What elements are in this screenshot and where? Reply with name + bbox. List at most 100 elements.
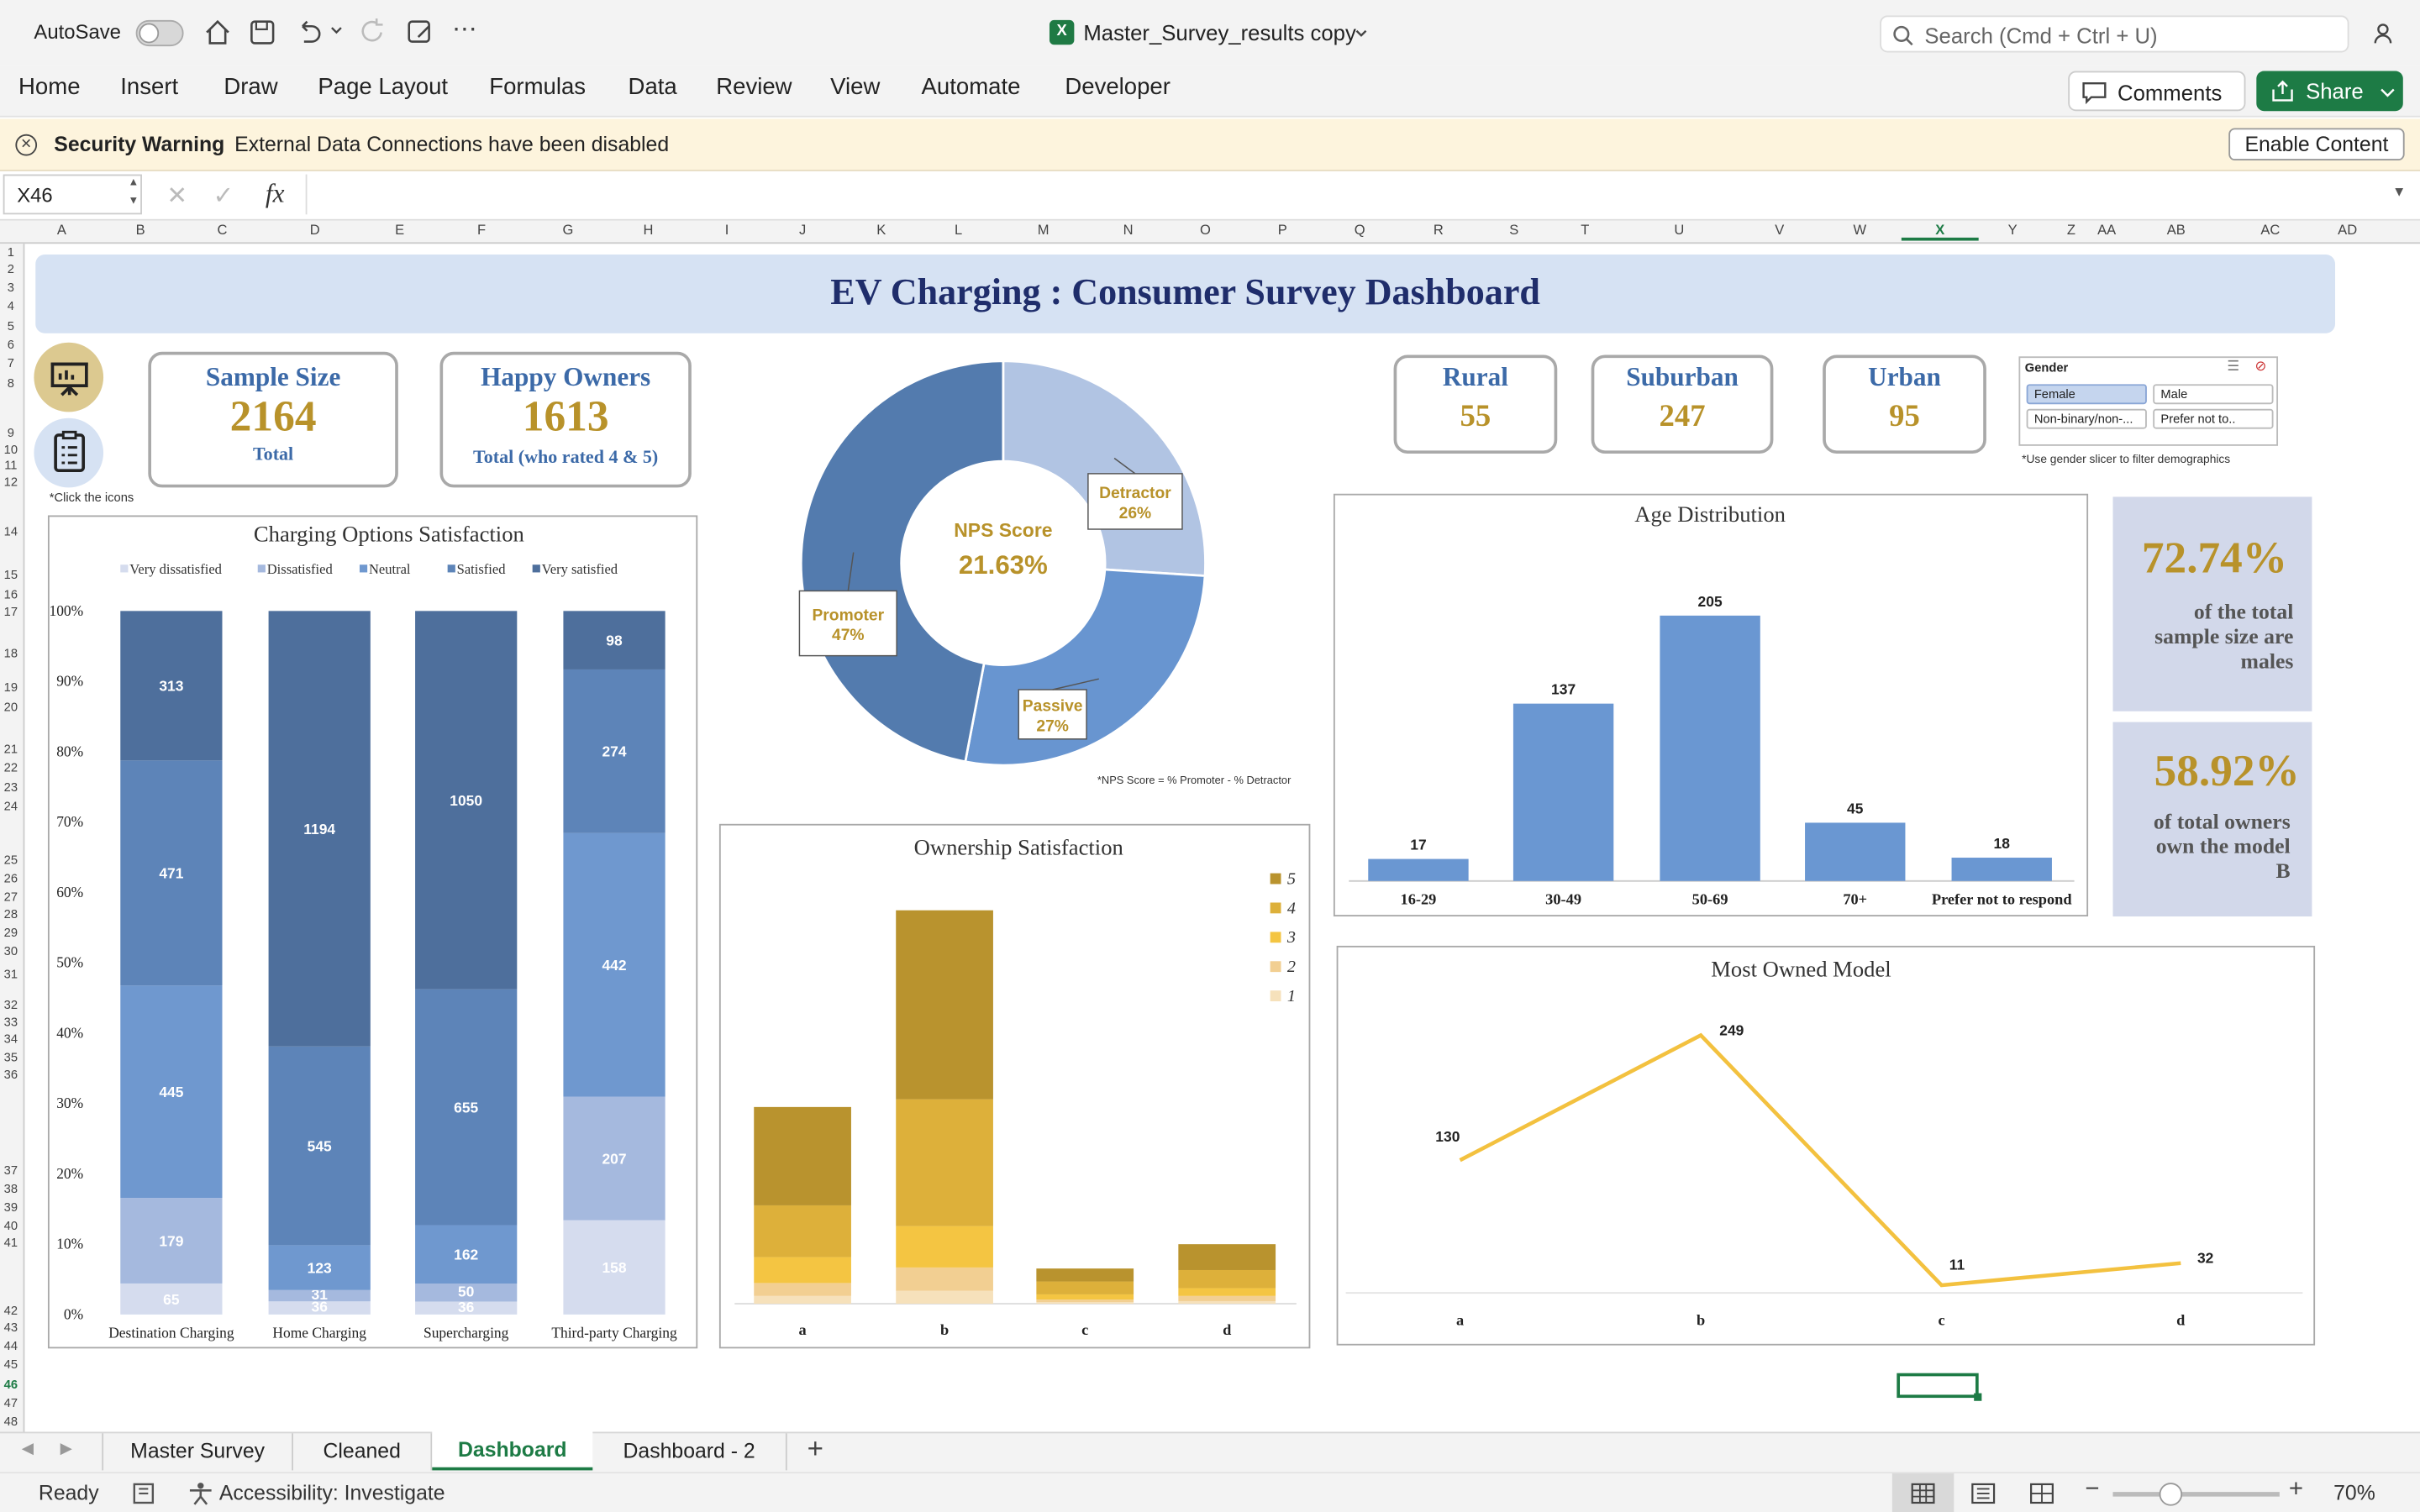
- row-header-32[interactable]: 32: [3, 998, 18, 1012]
- row-header-34[interactable]: 34: [3, 1032, 18, 1047]
- macro-record-icon[interactable]: [133, 1481, 160, 1505]
- row-header-7[interactable]: 7: [7, 356, 14, 370]
- row-header-14[interactable]: 14: [3, 524, 18, 539]
- name-box[interactable]: X46 ▲ ▼: [3, 174, 142, 215]
- slicer-item-female[interactable]: Female: [2026, 384, 2147, 405]
- normal-view-button[interactable]: [1891, 1473, 1954, 1512]
- row-header-46[interactable]: 46: [3, 1378, 18, 1392]
- column-header-n[interactable]: N: [1123, 222, 1134, 238]
- tab-data[interactable]: Data: [628, 74, 677, 101]
- comments-button[interactable]: Comments: [2068, 71, 2246, 112]
- row-header-16[interactable]: 16: [3, 587, 18, 602]
- fx-icon[interactable]: fx: [265, 179, 285, 208]
- row-header-43[interactable]: 43: [3, 1320, 18, 1335]
- slicer-item-prefer-not[interactable]: Prefer not to..: [2153, 408, 2274, 429]
- chevron-down-icon[interactable]: [1354, 26, 1369, 41]
- row-header-25[interactable]: 25: [3, 853, 18, 868]
- column-header-m[interactable]: M: [1037, 222, 1050, 238]
- column-header-i[interactable]: I: [724, 222, 729, 238]
- row-header-41[interactable]: 41: [3, 1236, 18, 1250]
- row-header-45[interactable]: 45: [3, 1357, 18, 1372]
- row-header-10[interactable]: 10: [3, 443, 18, 457]
- row-header-33[interactable]: 33: [3, 1015, 18, 1030]
- sheet-tab-master-survey[interactable]: Master Survey: [102, 1433, 293, 1471]
- save-icon[interactable]: [247, 17, 278, 48]
- column-header-c[interactable]: C: [217, 222, 228, 238]
- column-header-ac[interactable]: AC: [2260, 222, 2281, 238]
- row-header-19[interactable]: 19: [3, 680, 18, 695]
- column-header-ad[interactable]: AD: [2338, 222, 2358, 238]
- row-header-17[interactable]: 17: [3, 605, 18, 619]
- row-header-4[interactable]: 4: [7, 299, 14, 313]
- tab-developer[interactable]: Developer: [1065, 74, 1171, 101]
- column-header-j[interactable]: J: [798, 222, 807, 238]
- row-header-11[interactable]: 11: [4, 458, 18, 473]
- page-layout-view-icon[interactable]: [1971, 1483, 1996, 1504]
- column-header-h[interactable]: H: [643, 222, 654, 238]
- column-header-ab[interactable]: AB: [2166, 222, 2186, 238]
- row-header-3[interactable]: 3: [7, 281, 14, 295]
- row-header-5[interactable]: 5: [7, 319, 14, 333]
- row-header-28[interactable]: 28: [3, 907, 18, 921]
- row-header-47[interactable]: 47: [3, 1396, 18, 1410]
- edit-save-icon[interactable]: [404, 17, 435, 48]
- column-header-p[interactable]: P: [1277, 222, 1287, 238]
- tab-home[interactable]: Home: [18, 74, 81, 101]
- row-header-30[interactable]: 30: [3, 944, 18, 958]
- share-people-icon[interactable]: [2370, 18, 2402, 50]
- redo-icon[interactable]: [358, 17, 389, 48]
- next-sheet-icon[interactable]: ▶: [60, 1441, 72, 1458]
- column-header-a[interactable]: A: [56, 222, 66, 238]
- row-header-23[interactable]: 23: [3, 780, 18, 795]
- column-header-y[interactable]: Y: [2007, 222, 2018, 238]
- sheet-tab-cleaned[interactable]: Cleaned: [293, 1433, 433, 1471]
- column-header-l[interactable]: L: [954, 222, 963, 238]
- row-header-1[interactable]: 1: [7, 245, 14, 260]
- clear-filter-icon[interactable]: ⊘: [2254, 358, 2267, 374]
- column-header-aa[interactable]: AA: [2097, 222, 2117, 238]
- row-header-35[interactable]: 35: [3, 1050, 18, 1065]
- row-header-38[interactable]: 38: [3, 1181, 18, 1196]
- column-header-u[interactable]: U: [1674, 222, 1685, 238]
- accessibility-icon[interactable]: [187, 1481, 214, 1505]
- row-header-8[interactable]: 8: [7, 376, 14, 391]
- tab-view[interactable]: View: [830, 74, 881, 101]
- cancel-icon[interactable]: ✕: [166, 183, 187, 210]
- expand-formula-icon[interactable]: ▼: [2391, 183, 2407, 199]
- column-header-s[interactable]: S: [1509, 222, 1519, 238]
- column-header-f[interactable]: F: [477, 222, 487, 238]
- selected-cell[interactable]: [1897, 1373, 1982, 1401]
- row-header-21[interactable]: 21: [3, 742, 18, 757]
- search-input[interactable]: Search (Cmd + Ctrl + U): [1880, 15, 2349, 53]
- column-header-o[interactable]: O: [1200, 222, 1211, 238]
- tab-automate[interactable]: Automate: [921, 74, 1021, 101]
- tab-formulas[interactable]: Formulas: [489, 74, 587, 101]
- slicer-item-male[interactable]: Male: [2153, 384, 2274, 405]
- column-header-b[interactable]: B: [135, 222, 145, 238]
- column-header-q[interactable]: Q: [1354, 222, 1365, 238]
- column-header-r[interactable]: R: [1433, 222, 1444, 238]
- sheet-tab-dashboard[interactable]: Dashboard: [432, 1431, 593, 1471]
- row-header-48[interactable]: 48: [3, 1415, 18, 1429]
- tab-review[interactable]: Review: [716, 74, 792, 101]
- tab-insert[interactable]: Insert: [120, 74, 179, 101]
- row-header-31[interactable]: 31: [3, 967, 18, 982]
- row-header-42[interactable]: 42: [3, 1304, 18, 1318]
- file-name[interactable]: Master_Survey_results copy: [1083, 19, 1356, 45]
- row-header-26[interactable]: 26: [3, 871, 18, 886]
- zoom-slider-thumb[interactable]: [2159, 1483, 2183, 1506]
- row-header-22[interactable]: 22: [3, 760, 18, 775]
- row-header-20[interactable]: 20: [3, 700, 18, 715]
- close-circle-icon[interactable]: ✕: [15, 134, 38, 156]
- zoom-in-icon[interactable]: +: [2288, 1476, 2304, 1503]
- row-header-27[interactable]: 27: [3, 890, 18, 905]
- row-header-24[interactable]: 24: [3, 799, 18, 813]
- share-button[interactable]: Share: [2256, 71, 2403, 112]
- row-header-12[interactable]: 12: [3, 475, 18, 490]
- row-header-29[interactable]: 29: [3, 926, 18, 940]
- slicer-item-nonbinary[interactable]: Non-binary/non-...: [2026, 408, 2147, 429]
- column-header-w[interactable]: W: [1853, 222, 1867, 238]
- row-header-18[interactable]: 18: [3, 646, 18, 661]
- presentation-icon[interactable]: [34, 342, 104, 412]
- stepper-up-icon[interactable]: ▲: [128, 177, 139, 189]
